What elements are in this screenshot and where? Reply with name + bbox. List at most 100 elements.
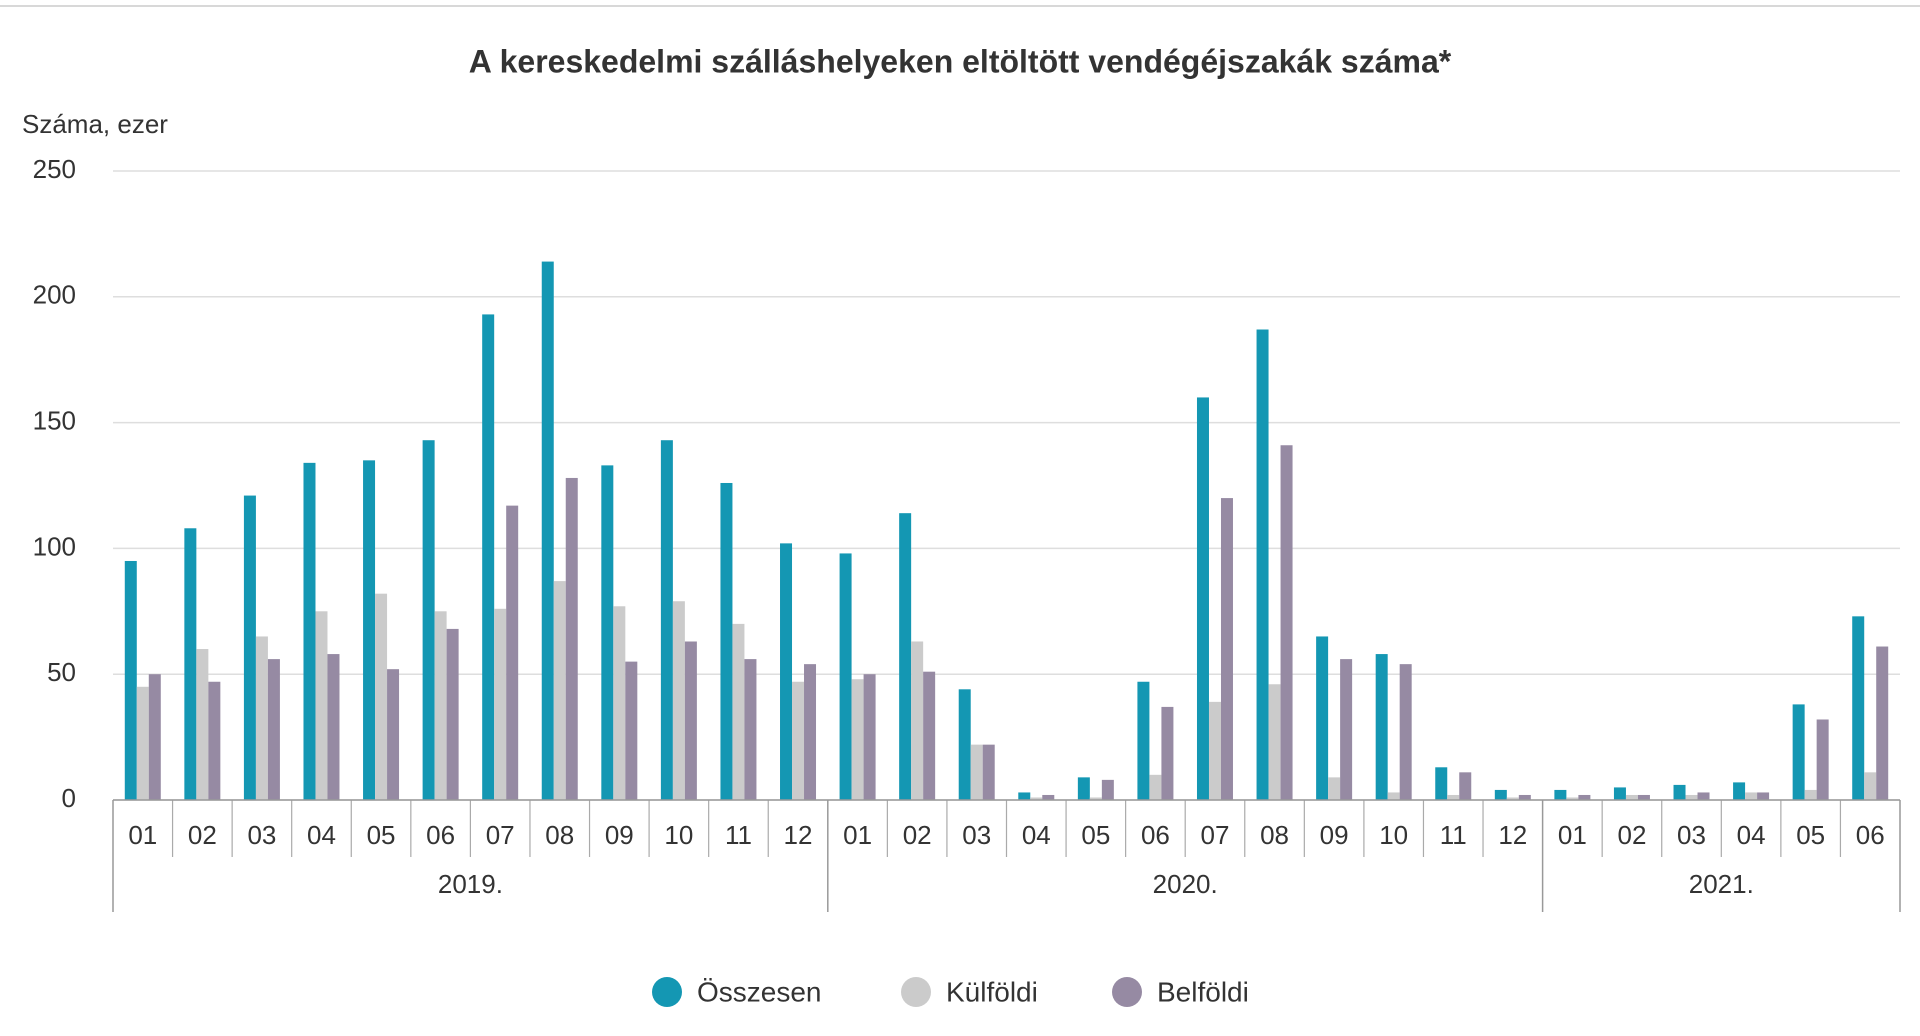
bar <box>839 553 852 800</box>
bar <box>923 671 936 800</box>
bar <box>1077 777 1090 800</box>
x-group-label: 2021. <box>1689 869 1754 899</box>
x-group-label: 2020. <box>1153 869 1218 899</box>
bar <box>1792 704 1805 800</box>
bar <box>184 528 197 800</box>
x-tick-label: 11 <box>1440 820 1467 850</box>
bar <box>1685 794 1698 800</box>
bar <box>1852 616 1865 800</box>
bar <box>255 636 268 800</box>
x-tick-label: 08 <box>545 820 574 850</box>
chart-title: A kereskedelmi szálláshelyeken eltöltött… <box>469 43 1452 79</box>
x-tick-label: 01 <box>128 820 157 850</box>
bar <box>899 513 912 800</box>
bar <box>148 674 161 800</box>
x-tick-label: 02 <box>903 820 932 850</box>
bar <box>1554 789 1567 800</box>
bar <box>1316 636 1329 800</box>
bar <box>327 654 340 800</box>
bar <box>124 560 137 800</box>
bar <box>780 543 793 800</box>
bar <box>1101 779 1114 800</box>
x-tick-label: 03 <box>962 820 991 850</box>
bar <box>1196 397 1209 800</box>
bar <box>744 659 757 800</box>
bar <box>422 440 435 800</box>
bar <box>1328 777 1341 800</box>
x-tick-label: 04 <box>307 820 336 850</box>
bar <box>267 659 280 800</box>
y-tick-label: 200 <box>33 280 76 310</box>
x-tick-label: 12 <box>1498 820 1527 850</box>
x-tick-label: 06 <box>426 820 455 850</box>
x-tick-label: 07 <box>1201 820 1230 850</box>
bar <box>136 686 149 800</box>
bar <box>1340 659 1353 800</box>
bar <box>315 611 328 800</box>
bar <box>1208 701 1221 800</box>
bar <box>720 482 733 800</box>
bar <box>1042 794 1055 800</box>
bar <box>1161 706 1174 800</box>
bar <box>1149 774 1162 800</box>
bar <box>672 601 685 800</box>
bar <box>625 661 638 800</box>
x-tick-label: 07 <box>486 820 515 850</box>
x-tick-label: 08 <box>1260 820 1289 850</box>
bar <box>1494 789 1507 800</box>
x-tick-label: 05 <box>1796 820 1825 850</box>
bar <box>613 606 626 800</box>
bar <box>541 261 554 800</box>
x-tick-label: 11 <box>725 820 752 850</box>
x-tick-label: 06 <box>1141 820 1170 850</box>
bar <box>1876 646 1889 800</box>
x-tick-label: 03 <box>1677 820 1706 850</box>
bar <box>958 689 971 800</box>
bar <box>1637 794 1650 800</box>
bar <box>1220 498 1233 800</box>
bar <box>804 664 817 800</box>
bar <box>1089 797 1102 800</box>
bar <box>1447 794 1460 800</box>
x-tick-label: 01 <box>843 820 872 850</box>
bar <box>482 314 495 800</box>
bar <box>1518 794 1531 800</box>
bar <box>553 581 566 800</box>
x-tick-label: 09 <box>1320 820 1349 850</box>
bar <box>434 611 447 800</box>
bar <box>1816 719 1829 800</box>
bar <box>363 460 376 800</box>
y-tick-label: 150 <box>33 405 76 435</box>
bar <box>1804 789 1817 800</box>
bar <box>196 649 209 800</box>
y-tick-label: 250 <box>33 154 76 184</box>
bar <box>1566 797 1579 800</box>
bar <box>1018 792 1031 800</box>
bar <box>601 465 614 800</box>
bar <box>1757 792 1770 800</box>
bar <box>1030 797 1043 800</box>
legend-marker <box>901 977 931 1007</box>
bar <box>1375 654 1388 800</box>
y-tick-label: 0 <box>62 783 76 813</box>
bar <box>1864 772 1877 800</box>
bar <box>1387 792 1400 800</box>
bar <box>1268 684 1281 800</box>
y-axis-label: Száma, ezer <box>22 109 168 139</box>
bar <box>970 744 983 800</box>
bar <box>982 744 995 800</box>
bar <box>387 669 400 800</box>
bar <box>1459 772 1472 800</box>
x-group-label: 2019. <box>438 869 503 899</box>
bar <box>1733 782 1746 800</box>
legend-label: Külföldi <box>946 976 1038 1007</box>
x-tick-label: 05 <box>367 820 396 850</box>
bar <box>506 505 519 800</box>
bar <box>1697 792 1710 800</box>
bar <box>660 440 673 800</box>
bar <box>1745 792 1758 800</box>
bar <box>792 681 805 800</box>
x-tick-label: 03 <box>247 820 276 850</box>
bar <box>1256 329 1269 800</box>
